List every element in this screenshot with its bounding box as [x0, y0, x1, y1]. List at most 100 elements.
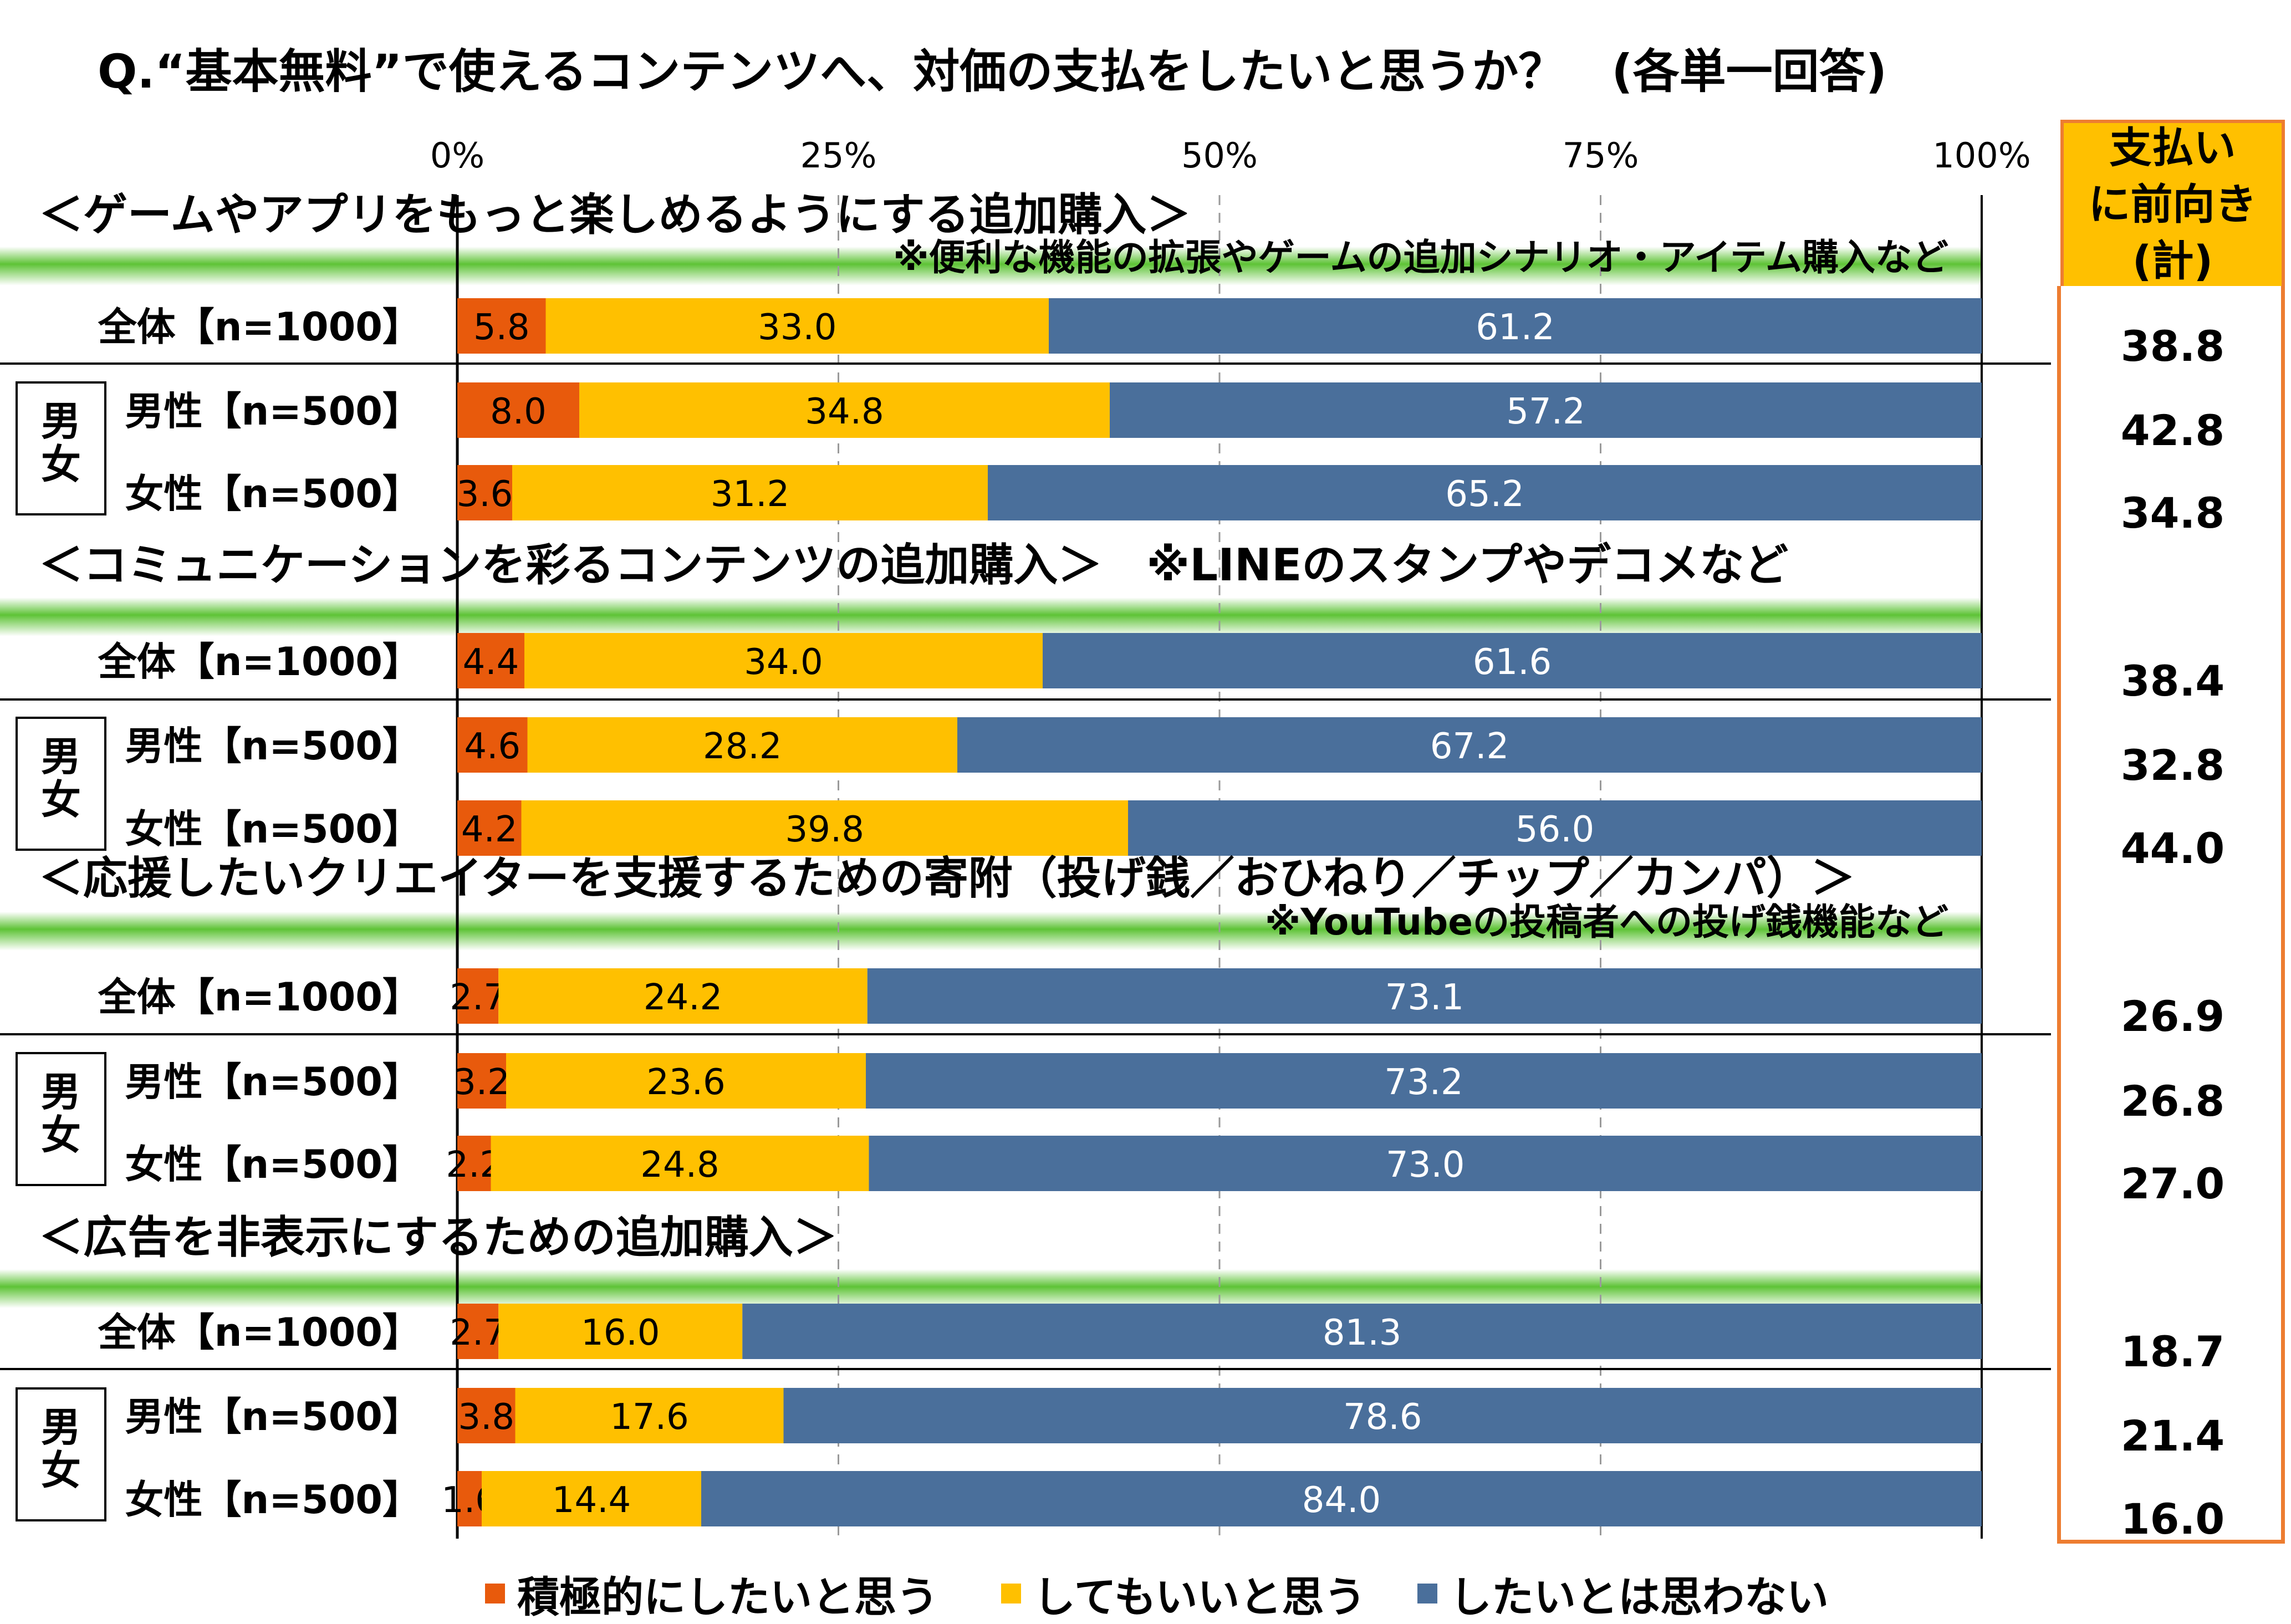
data-label: 39.8	[785, 809, 865, 850]
data-label: 73.0	[1386, 1145, 1465, 1186]
data-label: 3.2	[453, 1062, 510, 1103]
bar-segment	[457, 1136, 491, 1191]
side-total-header: 支払い に前向き (計)	[2060, 120, 2285, 286]
section-heading: ＜広告を非表示にするための追加購入＞	[39, 1212, 838, 1263]
gender-box	[16, 1052, 106, 1186]
bar-segment	[457, 1304, 499, 1359]
row-label: 全体【n=1000】	[98, 974, 421, 1020]
row-label: 男性【n=500】	[125, 723, 421, 769]
side-total-value: 42.8	[2120, 406, 2225, 455]
bar-segment	[457, 717, 528, 773]
gender-box-label: 女	[41, 777, 81, 823]
side-total-box	[2057, 286, 2285, 1544]
side-total-value: 21.4	[2120, 1411, 2225, 1460]
legend-item-willing: してもいいと思う	[1001, 1563, 1366, 1624]
section-note: ※便利な機能の拡張やゲームの追加シナリオ・アイテム購入など	[893, 236, 1948, 279]
row-label: 女性【n=500】	[125, 1477, 421, 1523]
bar-segment	[521, 800, 1128, 856]
stacked-bar-chart: 0% 25% 50% 75% 100% ＜ゲームやアプリをもっと楽しめるようにする追加購入…	[0, 135, 2051, 1539]
row-label: 女性【n=500】	[125, 471, 421, 517]
data-label: 24.2	[644, 977, 723, 1018]
bar-segment	[867, 968, 1982, 1024]
bar-segment	[498, 1304, 743, 1359]
section-band	[0, 597, 1982, 636]
bar-segment	[457, 1053, 506, 1109]
bar-segment	[457, 1388, 516, 1443]
bar-segment	[1049, 298, 1982, 354]
row-label: 男性【n=500】	[125, 1059, 421, 1105]
section-heading: ＜応援したいクリエイターを支援するための寄附（投げ銭／おひねり／チップ／カンパ）…	[39, 852, 1855, 904]
legend-label: 積極的にしたいと思う	[517, 1572, 938, 1622]
data-label: 78.6	[1343, 1397, 1422, 1438]
bar-segment	[701, 1471, 1982, 1526]
data-label: 2.7	[450, 977, 506, 1018]
gender-box	[16, 381, 106, 515]
side-total-value: 44.0	[2120, 824, 2225, 873]
bar-segment	[579, 382, 1110, 438]
legend-label: したいとは思わない	[1450, 1572, 1829, 1622]
bar-segment	[482, 1471, 701, 1526]
section-note: ※YouTubeの投稿者への投げ銭機能など	[1265, 901, 1948, 943]
gender-box-label: 女	[41, 1112, 81, 1158]
data-label: 65.2	[1445, 474, 1524, 515]
side-total-value: 32.8	[2120, 740, 2225, 790]
section-band	[0, 912, 1982, 951]
data-label: 2.7	[450, 1313, 506, 1354]
data-label: 8.0	[490, 391, 547, 432]
side-total-value: 27.0	[2120, 1159, 2225, 1208]
bar-segment	[957, 717, 1982, 773]
bar-segment	[1128, 800, 1982, 856]
row-label: 男性【n=500】	[125, 1394, 421, 1439]
legend-item-not-willing: したいとは思わない	[1417, 1563, 1829, 1624]
side-total-value: 16.0	[2120, 1494, 2225, 1544]
data-label: 17.6	[610, 1397, 689, 1438]
section-band	[0, 247, 1982, 285]
gender-box-label: 男	[41, 398, 81, 445]
side-total-value: 38.8	[2120, 321, 2225, 371]
legend-item-positive: 積極的にしたいと思う	[485, 1563, 938, 1624]
bar-segment	[498, 968, 868, 1024]
tick-label: 0%	[430, 135, 484, 176]
section-heading: ＜ゲームやアプリをもっと楽しめるようにする追加購入＞	[39, 189, 1191, 241]
data-label: 16.0	[581, 1313, 660, 1354]
legend-swatch	[1417, 1584, 1437, 1603]
side-total-value: 34.8	[2120, 488, 2225, 538]
data-label: 34.8	[805, 391, 884, 432]
data-label: 73.1	[1385, 977, 1465, 1018]
gender-box-label: 男	[41, 733, 81, 780]
data-label: 34.0	[744, 642, 823, 683]
data-label: 3.6	[457, 474, 513, 515]
bar-segment	[783, 1388, 1982, 1443]
row-label: 男性【n=500】	[125, 389, 421, 434]
data-label: 24.8	[640, 1145, 720, 1186]
tick-label: 75%	[1563, 135, 1639, 176]
data-label: 33.0	[758, 307, 837, 348]
bar-segment	[457, 298, 546, 354]
side-total-value: 26.8	[2120, 1076, 2225, 1126]
data-label: 4.4	[463, 642, 519, 683]
gender-box-label: 男	[41, 1404, 81, 1451]
data-label: 56.0	[1516, 809, 1595, 850]
row-label: 全体【n=1000】	[98, 639, 421, 685]
tick-label: 50%	[1181, 135, 1258, 176]
row-label: 女性【n=500】	[125, 1142, 421, 1187]
side-total-value: 26.9	[2120, 992, 2225, 1041]
chart-title: Q.“基本無料”で使えるコンテンツへ、対価の支払をしたいと思うか？ (各単一回答…	[98, 44, 1887, 99]
tick-label: 100%	[1932, 135, 2030, 176]
bar-segment	[491, 1136, 869, 1191]
bar-segment	[742, 1304, 1982, 1359]
data-label: 31.2	[711, 474, 790, 515]
data-label: 14.4	[552, 1480, 631, 1521]
row-label: 女性【n=500】	[125, 806, 421, 852]
legend-swatch	[1001, 1584, 1021, 1603]
legend-label: してもいいと思う	[1033, 1572, 1366, 1622]
data-label: 61.6	[1473, 642, 1552, 683]
data-label: 28.2	[703, 726, 782, 767]
gender-box-label: 男	[41, 1069, 81, 1115]
gender-box	[16, 1387, 106, 1521]
section-band	[0, 1269, 1982, 1308]
data-label: 4.2	[461, 809, 518, 850]
data-label: 73.2	[1384, 1062, 1463, 1103]
data-label: 84.0	[1302, 1480, 1381, 1521]
data-label: 23.6	[646, 1062, 726, 1103]
